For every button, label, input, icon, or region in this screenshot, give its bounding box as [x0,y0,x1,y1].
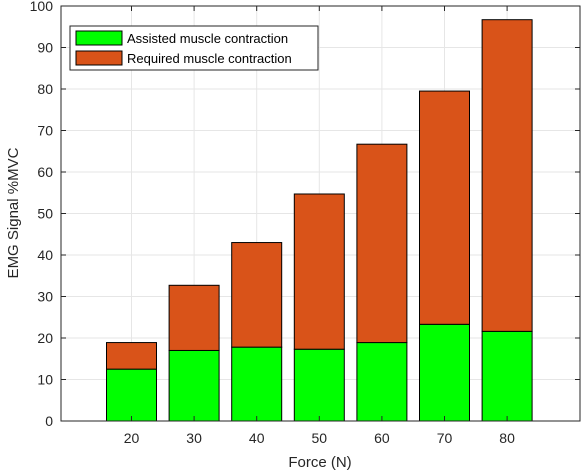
bar-assisted-70 [419,323,470,422]
legend-label-assisted: Assisted muscle contraction [127,31,288,46]
bar-required-80 [481,19,533,332]
y-tick-label: 20 [37,330,53,346]
bar-required-30 [168,284,220,351]
legend-label-required: Required muscle contraction [127,51,292,66]
x-tick-label: 30 [186,430,202,446]
y-tick-label: 10 [37,372,53,388]
bar-required-40 [231,242,283,348]
bar-required-50 [293,193,345,350]
y-tick-label: 40 [37,247,53,263]
y-tick-label: 50 [37,206,53,222]
x-axis-label: Force (N) [288,454,351,471]
x-axis-ticks: 20 30 40 50 60 70 80 [124,6,515,446]
bar-assisted-80 [481,330,533,422]
y-tick-label: 70 [37,123,53,139]
x-tick-label: 20 [124,430,140,446]
x-tick-label: 80 [499,430,515,446]
x-tick-label: 60 [374,430,390,446]
bar-assisted-20 [106,368,157,422]
bar-assisted-60 [356,342,408,422]
y-tick-label: 60 [37,164,53,180]
bars [106,19,533,422]
bar-assisted-40 [231,346,283,422]
legend-swatch-assisted [75,30,123,46]
y-tick-label: 0 [45,413,53,429]
x-tick-label: 40 [249,430,265,446]
bar-assisted-50 [293,348,345,422]
bar-required-60 [356,143,408,344]
y-tick-label: 80 [37,81,53,97]
legend: Assisted muscle contraction Required mus… [69,25,319,71]
x-tick-label: 70 [437,430,453,446]
bar-required-20 [106,342,157,370]
x-tick-label: 50 [312,430,328,446]
y-axis-ticks: 0 10 20 30 40 50 60 70 80 90 100 [30,0,580,429]
bar-assisted-30 [168,349,220,422]
y-tick-label: 100 [30,0,54,14]
y-tick-label: 30 [37,289,53,305]
y-axis-label: EMG Signal %MVC [5,147,22,278]
bar-required-70 [419,90,470,325]
y-tick-label: 90 [37,40,53,56]
legend-swatch-required [75,50,123,66]
